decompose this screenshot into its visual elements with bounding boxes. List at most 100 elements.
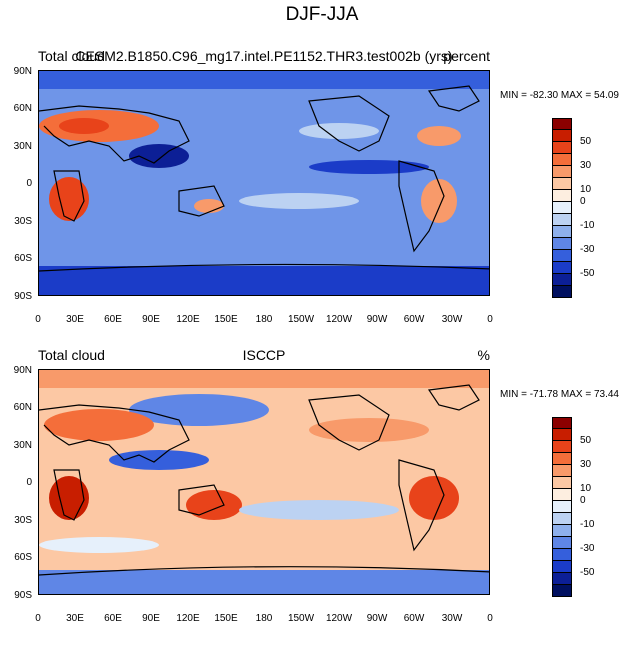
colorbar-cell	[552, 537, 572, 549]
lat-tick: 60S	[14, 552, 32, 563]
panel-left-label: Total cloud	[38, 347, 105, 363]
lon-tick: 60E	[104, 613, 122, 624]
panel-observed: Total cloud ISCCP %	[0, 347, 644, 657]
lon-tick: 180	[255, 613, 273, 624]
lat-tick: 90N	[13, 365, 32, 376]
colorbar-label: 10	[580, 483, 592, 494]
lat-tick: 60N	[13, 402, 32, 413]
lon-tick: 120E	[176, 613, 200, 624]
colorbar-cell	[552, 262, 572, 274]
lon-tick: 150W	[287, 613, 315, 624]
map-model	[38, 70, 490, 296]
colorbar-label: 50	[580, 435, 592, 446]
colorbar-label: -50	[580, 567, 595, 578]
colorbar-label: -10	[580, 519, 595, 530]
colorbar-cell	[552, 501, 572, 513]
panel-right-label: percent	[443, 48, 490, 64]
colorbar-cell	[552, 166, 572, 178]
lat-tick: 30N	[13, 141, 32, 152]
colorbar-cell	[552, 561, 572, 573]
colorbar-cell	[552, 477, 572, 489]
lat-tick: 90S	[14, 590, 32, 601]
colorbar-cell	[552, 441, 572, 453]
min-label: MIN = -82.30	[500, 90, 559, 101]
panel-model: Total cloud CESM2.B1850.C96_mg17.intel.P…	[0, 48, 644, 358]
lon-tick: 30W	[441, 613, 463, 624]
colorbar-cell	[552, 429, 572, 441]
lon-tick: 30E	[66, 613, 84, 624]
colorbar-cell	[552, 525, 572, 537]
colorbar	[552, 118, 572, 298]
max-label: MAX = 73.44	[560, 389, 619, 400]
lon-tick: 30E	[66, 314, 84, 325]
min-max-label: MIN = -71.78 MAX = 73.44	[500, 389, 619, 400]
colorbar-cell	[552, 274, 572, 286]
colorbar-cell	[552, 238, 572, 250]
colorbar-label: 30	[580, 160, 592, 171]
lon-tick: 180	[255, 314, 273, 325]
lat-tick: 0	[26, 178, 32, 189]
colorbar-cell	[552, 250, 572, 262]
colorbar-cell	[552, 202, 572, 214]
colorbar-cell	[552, 453, 572, 465]
lat-tick: 30N	[13, 440, 32, 451]
lon-tick: 150E	[214, 613, 238, 624]
colorbar-label: -10	[580, 220, 595, 231]
colorbar-label: 10	[580, 184, 592, 195]
colorbar-cell	[552, 465, 572, 477]
lon-tick: 120E	[176, 314, 200, 325]
lon-tick: 90W	[366, 314, 388, 325]
panel-right-label: %	[477, 347, 490, 363]
lat-tick: 90N	[13, 66, 32, 77]
lat-tick: 0	[26, 477, 32, 488]
map-observed	[38, 369, 490, 595]
lon-tick: 60W	[403, 613, 425, 624]
colorbar-cell	[552, 226, 572, 238]
colorbar-cell	[552, 118, 572, 130]
colorbar	[552, 417, 572, 597]
colorbar-label: -50	[580, 268, 595, 279]
lon-tick: 30W	[441, 314, 463, 325]
lat-tick: 30S	[14, 515, 32, 526]
colorbar-label: -30	[580, 543, 595, 554]
lon-tick: 0	[487, 314, 493, 325]
colorbar-cell	[552, 286, 572, 298]
lat-tick: 30S	[14, 216, 32, 227]
colorbar-label: 50	[580, 136, 592, 147]
lon-tick: 0	[35, 613, 41, 624]
min-label: MIN = -71.78	[500, 389, 559, 400]
lat-tick: 60S	[14, 253, 32, 264]
contour-map-observed	[39, 370, 489, 594]
colorbar-cell	[552, 214, 572, 226]
colorbar-label: 0	[580, 196, 586, 207]
figure-title: DJF-JJA	[285, 4, 359, 25]
colorbar-cell	[552, 513, 572, 525]
lat-tick: 60N	[13, 103, 32, 114]
colorbar-cell	[552, 154, 572, 166]
lon-tick: 90W	[366, 613, 388, 624]
lat-tick: 90S	[14, 291, 32, 302]
colorbar-cell	[552, 585, 572, 597]
panel-center-label: CESM2.B1850.C96_mg17.intel.PE1152.THR3.t…	[75, 48, 453, 64]
panel-left-label: Total cloud	[38, 48, 105, 64]
colorbar-cell	[552, 178, 572, 190]
lon-tick: 150E	[214, 314, 238, 325]
colorbar-label: 30	[580, 459, 592, 470]
colorbar-cell	[552, 142, 572, 154]
panel-center-label: ISCCP	[242, 347, 286, 363]
lon-tick: 120W	[325, 613, 353, 624]
min-max-label: MIN = -82.30 MAX = 54.09	[500, 90, 619, 101]
lon-tick: 120W	[325, 314, 353, 325]
colorbar-cell	[552, 549, 572, 561]
lon-tick: 60W	[403, 314, 425, 325]
colorbar-label: 0	[580, 495, 586, 506]
colorbar-label: -30	[580, 244, 595, 255]
colorbar-cell	[552, 417, 572, 429]
colorbar-cell	[552, 190, 572, 202]
lon-tick: 60E	[104, 314, 122, 325]
lon-tick: 90E	[142, 314, 160, 325]
contour-map-model	[39, 71, 489, 295]
lon-tick: 150W	[287, 314, 315, 325]
colorbar-cell	[552, 489, 572, 501]
lon-tick: 0	[487, 613, 493, 624]
